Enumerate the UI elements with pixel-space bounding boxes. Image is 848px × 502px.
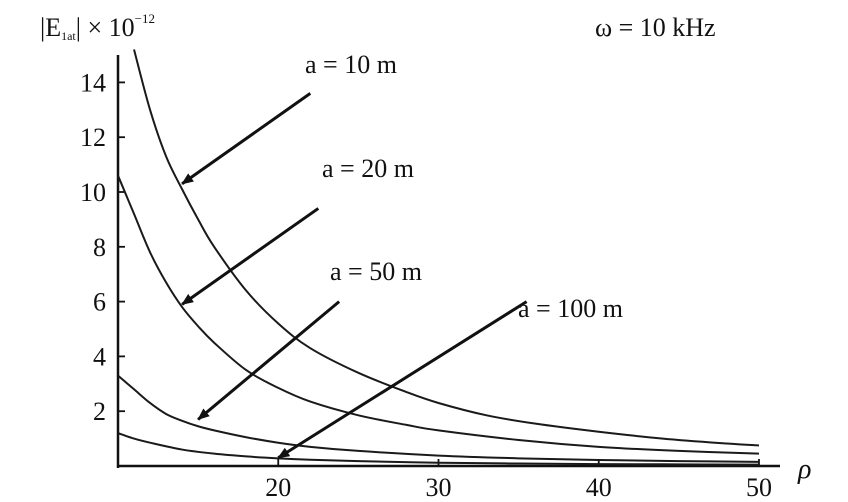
x-axis-label: ρ	[797, 454, 811, 485]
y-tick-label: 10	[80, 178, 106, 207]
series-line-4	[117, 432, 759, 466]
axes: 2 4 6 8 10 12 14 20 30 40 50	[80, 55, 780, 502]
y-tick-label: 8	[93, 233, 106, 262]
x-tick-label: 30	[425, 473, 451, 502]
annotation-arrow-1	[181, 92, 312, 186]
x-tick-label: 50	[746, 473, 772, 502]
frequency-label: ω = 10 kHz	[595, 13, 716, 42]
y-tick-label: 12	[80, 123, 106, 152]
y-tick-label: 2	[93, 397, 106, 426]
y-tick-label: 6	[93, 288, 106, 317]
series-line-3	[117, 374, 759, 463]
series-line-2	[117, 175, 760, 455]
y-axis-label-exponent: −12	[135, 11, 155, 26]
y-axis-label-tail: | × 10	[76, 13, 135, 42]
series-label-4: a = 100 m	[518, 294, 623, 323]
series-label-3: a = 50 m	[330, 257, 422, 286]
annotation-arrow-3	[197, 300, 341, 421]
y-axis-label-main: |E	[40, 13, 61, 42]
arrows	[181, 92, 528, 460]
y-tick-label: 4	[93, 342, 106, 371]
y-tick-label: 14	[80, 68, 106, 97]
annotation-arrow-2	[181, 207, 320, 306]
x-tick-label: 20	[265, 473, 291, 502]
series-label-2: a = 20 m	[322, 154, 414, 183]
y-axis-label-subscript: 1at	[61, 29, 76, 43]
annotation-labels: a = 10 m a = 20 m a = 50 m a = 100 m	[305, 50, 623, 323]
series-label-1: a = 10 m	[305, 50, 397, 79]
x-tick-label: 40	[586, 473, 612, 502]
annotation-arrow-4	[277, 300, 528, 460]
y-axis-label: |E1at| × 10−12	[40, 11, 155, 43]
series-line-1	[133, 49, 760, 447]
curves	[117, 49, 760, 466]
